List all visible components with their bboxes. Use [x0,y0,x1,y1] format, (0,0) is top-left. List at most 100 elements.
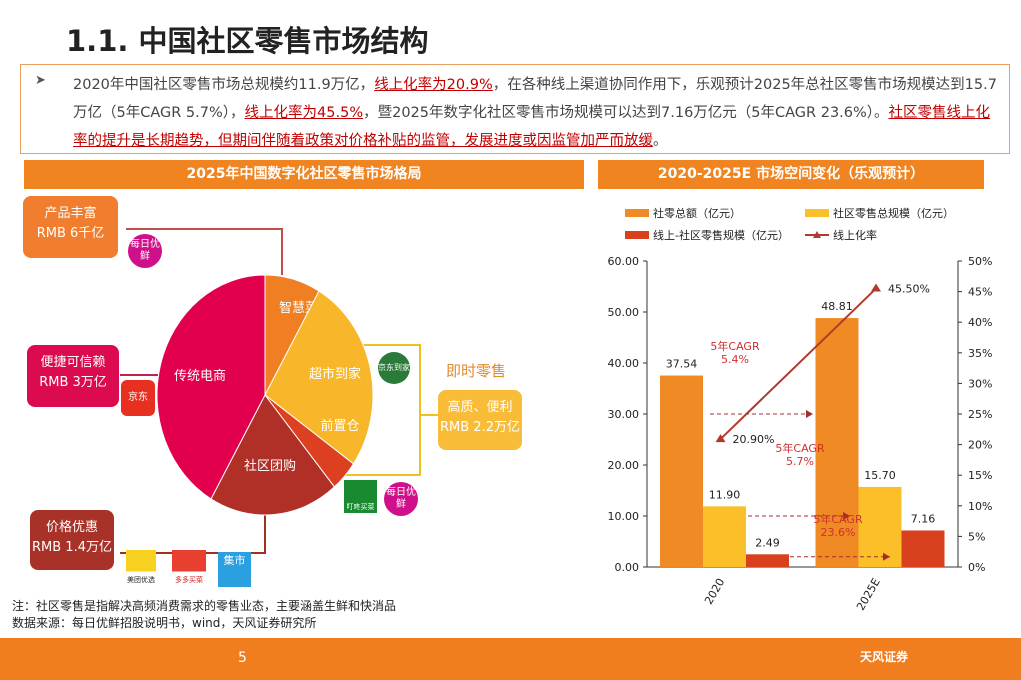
bar-value-label: 11.90 [709,488,741,501]
y2-tick-label: 45% [968,286,992,299]
footer-bar [0,638,1021,680]
legend-label: 社零总额（亿元） [653,206,741,220]
highlight: 线上化率为45.5% [244,105,364,121]
y2-tick-label: 25% [968,408,992,421]
right-panel-header: 2020-2025E 市场空间变化（乐观预计） [598,160,984,189]
page-number: 5 [238,650,247,666]
y-tick-label: 30.00 [608,408,640,421]
legend-swatch [805,209,829,217]
bar [660,375,703,567]
bar [901,530,945,567]
bar [746,554,789,567]
cagr-label: 5年CAGR 5.7% [775,441,825,468]
legend-label: 社区零售总规模（亿元） [833,206,954,220]
box-title: 便捷可信赖 [40,355,106,370]
source-text: 数据来源：每日优鲜招股说明书，wind，天风证券研究所 [12,616,317,630]
x-tick-label: 2020 [702,576,727,607]
market-chart: 社零总额（亿元） 社区零售总规模（亿元） 线上-社区零售规模（亿元） 线上化率 0.00… [608,206,993,613]
text: 。 [653,133,668,149]
y2-tick-label: 15% [968,469,992,482]
pie-slice [210,394,336,516]
rate-marker [871,283,881,292]
box-value: RMB 2.2万亿 [440,420,520,435]
box-title: 产品丰富 [44,206,97,221]
box-title: 高质、便利 [447,400,513,415]
page-title: 1.1. 中国社区零售市场结构 [66,24,429,58]
brand-logo: 天风证券 [860,650,909,664]
note-text: 注：社区零售是指解决高频消费需求的零售业态，主要涵盖生鲜和快消品 [12,599,397,613]
y2-tick-label: 50% [968,255,992,268]
rate-marker [715,434,726,443]
pie-slice [156,274,266,500]
y2-tick-label: 40% [968,316,992,329]
legend-swatch [625,209,649,217]
y2-tick-label: 20% [968,439,992,452]
y2-tick-label: 5% [968,530,985,543]
bar-value-label: 37.54 [666,358,698,371]
highlight: 线上化率为20.9% [374,77,493,93]
box-value: RMB 1.4万亿 [32,540,112,555]
rate-label: 45.50% [888,283,930,296]
box-rich-products: 产品丰富 RMB 6千亿 [23,196,118,258]
y-tick-label: 40.00 [608,357,640,370]
x-tick-label: 2025E [854,576,883,613]
bar-value-label: 15.70 [864,469,896,482]
bar-value-label: 48.81 [821,300,853,313]
cagr-label: 5年CAGR 23.6% [813,512,863,539]
bar [858,486,902,567]
box-quality: 高质、便利 RMB 2.2万亿 [438,390,522,450]
connector-line [126,228,283,275]
pie-slice-label: 前置仓 [320,418,359,434]
footnote: 注：社区零售是指解决高频消费需求的零售业态，主要涵盖生鲜和快消品 数据来源：每日优… [12,598,396,632]
y-tick-label: 50.00 [608,306,640,319]
pie-slice-label: 社区团购 [244,458,296,474]
duoduo-logo: 多多买菜 [172,550,206,586]
y-tick-label: 10.00 [608,510,640,523]
text: ，暨2025年数字化社区零售市场规模可以达到7.16万亿元（5年CAGR 23.… [363,105,889,121]
meituan-logo: 美团优选 [126,550,156,586]
jd-logo: 京东 [121,380,155,416]
legend-label: 线上-社区零售规模（亿元） [653,228,789,242]
pie-slice [264,290,374,465]
rate-label: 20.90% [733,433,775,446]
text: ，在各种线上渠道协同作用下，乐观预计2025年总社区零售市场规模达到15.7万亿… [73,77,997,121]
bar-value-label: 2.49 [755,536,780,549]
bar [703,506,746,567]
legend-marker [813,231,821,238]
pie-slice-label: 传统电商 [174,369,226,384]
missfresh-logo: 每日优鲜 [384,482,418,516]
y-tick-label: 60.00 [608,255,640,268]
connector-line [120,515,266,554]
cagr-arrowhead [806,410,813,418]
pie-slice-label: 超市到家 [309,366,361,382]
summary-box: ➤ 2020年中国社区零售市场总规模约11.9万亿，线上化率为20.9%，在各种… [20,64,1010,154]
summary-text: 2020年中国社区零售市场总规模约11.9万亿，线上化率为20.9%，在各种线上… [73,71,998,155]
y2-tick-label: 10% [968,500,992,513]
missfresh-logo: 每日优鲜 [128,234,162,268]
box-convenient: 便捷可信赖 RMB 3万亿 [27,345,119,407]
dingdong-logo: 叮咚买菜 [344,480,377,513]
cagr-arrowhead [883,552,890,561]
y2-tick-label: 35% [968,347,992,360]
box-value: RMB 3万亿 [39,375,107,390]
bar [815,318,859,567]
jishi-logo: 集市 [218,552,251,587]
legend-label: 线上化率 [833,228,877,242]
y2-tick-label: 30% [968,377,992,390]
bullet-icon: ➤ [35,73,46,88]
text: 2020年中国社区零售市场总规模约11.9万亿， [73,77,375,93]
instant-retail-label: 即时零售 [446,362,507,380]
y-tick-label: 0.00 [615,561,640,574]
cagr-arrowhead [843,512,850,520]
cagr-label: 5年CAGR 5.4% [710,339,760,366]
bar-value-label: 7.16 [911,512,936,525]
jddj-logo: 京东到家 [378,352,410,384]
left-panel-header: 2025年中国数字化社区零售市场格局 [24,160,584,189]
highlight: 社区零售线上化率的提升是长期趋势，但期间伴随着政策对价格补贴的监管，发展进度或因… [73,105,991,149]
y2-tick-label: 0% [968,561,985,574]
y-tick-label: 20.00 [608,459,640,472]
legend-swatch [625,231,649,239]
box-price: 价格优惠 RMB 1.4万亿 [30,510,114,570]
box-value: RMB 6千亿 [36,226,105,241]
